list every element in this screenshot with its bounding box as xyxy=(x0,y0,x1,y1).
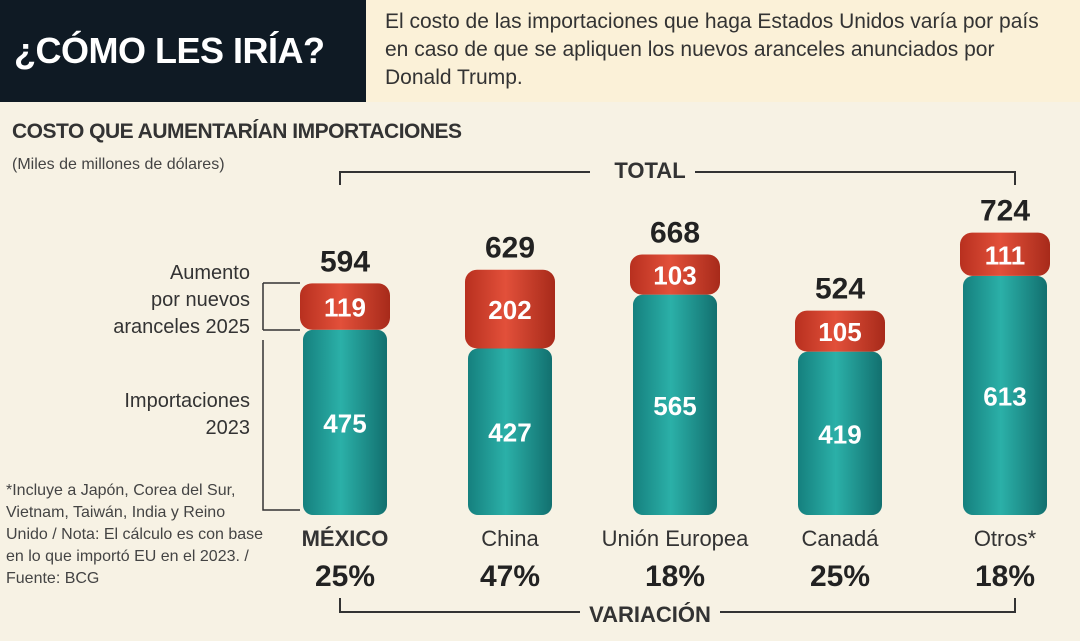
bar-tariff-increase xyxy=(960,232,1050,276)
total-value-label: 724 xyxy=(980,195,1030,228)
bar-tariff-increase xyxy=(630,254,720,295)
category-label: China xyxy=(481,526,539,551)
bar-tariff-increase xyxy=(465,269,555,349)
bar-imports-2023 xyxy=(468,348,552,515)
variation-value-label: 18% xyxy=(645,560,705,593)
increase-value-label: 202 xyxy=(488,295,531,325)
total-value-label: 594 xyxy=(320,245,370,278)
chart-title: COSTO QUE AUMENTARÍAN IMPORTACIONES xyxy=(12,120,462,143)
legend-increase-bracket xyxy=(262,282,300,331)
bar-imports-2023 xyxy=(963,275,1047,515)
total-value-label: 629 xyxy=(485,232,535,265)
total-label: TOTAL xyxy=(614,158,685,183)
legend-increase-line: Aumento xyxy=(169,262,250,284)
header-description-box xyxy=(366,0,1080,102)
legend-imports-line: Importaciones xyxy=(124,390,250,412)
total-value-label: 524 xyxy=(815,273,865,306)
increase-value-label: 105 xyxy=(818,317,861,347)
legend-imports-line: 2023 xyxy=(205,417,251,439)
legend-increase-label: Aumento por nuevos aranceles 2025 xyxy=(40,260,250,341)
imports-value-label: 427 xyxy=(488,418,531,448)
increase-value-label: 119 xyxy=(324,293,366,323)
variation-bracket xyxy=(339,598,1016,613)
bar-imports-2023 xyxy=(798,351,882,515)
legend-increase-line: aranceles 2025 xyxy=(113,316,250,338)
header-title: ¿CÓMO LES IRÍA? xyxy=(14,30,325,71)
header-description: El costo de las importaciones que haga E… xyxy=(385,10,1039,89)
chart-units: (Miles de millones de dólares) xyxy=(12,156,225,173)
increase-value-label: 111 xyxy=(985,240,1026,270)
category-label: Otros* xyxy=(974,526,1037,551)
header-title-box xyxy=(0,0,366,102)
imports-value-label: 613 xyxy=(983,381,1026,411)
bar-imports-2023 xyxy=(633,294,717,515)
total-bracket xyxy=(339,171,1016,185)
category-label: Unión Europea xyxy=(602,526,750,551)
imports-value-label: 419 xyxy=(818,419,861,449)
footnote: *Incluye a Japón, Corea del Sur, Vietnam… xyxy=(6,482,264,587)
imports-value-label: 565 xyxy=(653,391,696,421)
imports-value-label: 475 xyxy=(323,408,366,438)
legend-imports-label: Importaciones 2023 xyxy=(40,388,250,442)
bar-tariff-increase xyxy=(300,283,390,330)
total-value-label: 668 xyxy=(650,216,700,249)
legend-increase-line: por nuevos xyxy=(151,289,250,311)
variation-value-label: 25% xyxy=(315,560,375,593)
variation-value-label: 47% xyxy=(480,560,540,593)
bar-imports-2023 xyxy=(303,329,387,515)
variation-value-label: 25% xyxy=(810,560,870,593)
category-label: MÉXICO xyxy=(302,526,389,551)
variation-value-label: 18% xyxy=(975,560,1035,593)
category-label: Canadá xyxy=(801,526,879,551)
variation-label: VARIACIÓN xyxy=(589,602,711,627)
bar-tariff-increase xyxy=(795,310,885,352)
increase-value-label: 103 xyxy=(653,261,696,291)
legend-imports-bracket xyxy=(262,340,300,511)
